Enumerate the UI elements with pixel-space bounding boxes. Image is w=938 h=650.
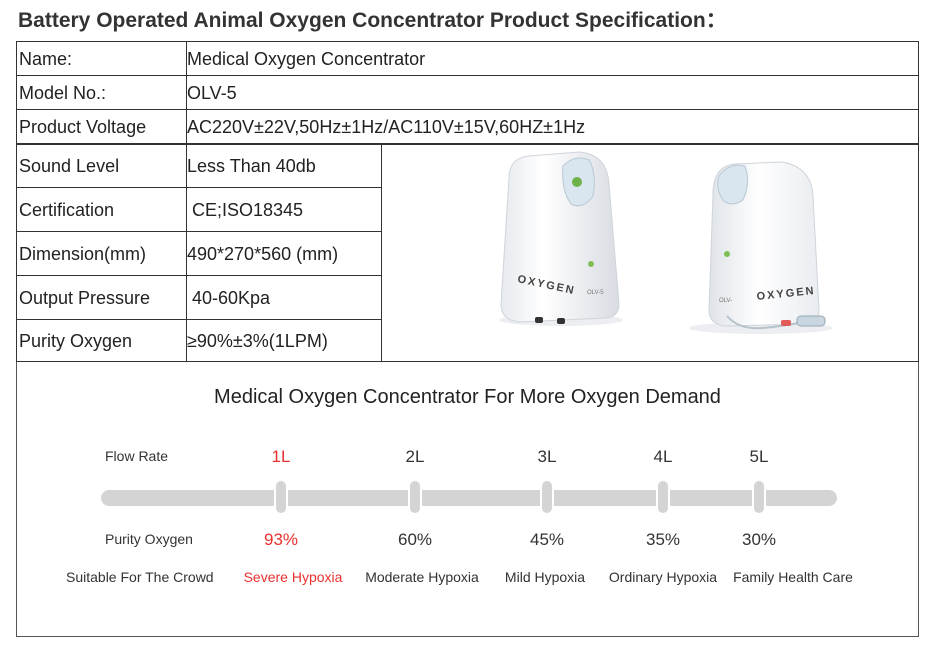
oxygen-tube bbox=[726, 315, 804, 330]
spec-label-name: Name: bbox=[19, 48, 73, 69]
flow-marker-4l bbox=[656, 479, 670, 515]
crowd-ordinary-hypoxia: Ordinary Hypoxia bbox=[608, 569, 718, 585]
spec-label-dimension: Dimension(mm) bbox=[19, 243, 147, 264]
nasal-cannula bbox=[796, 315, 826, 327]
left-unit-wheel bbox=[535, 317, 543, 323]
flow-4l: 4L bbox=[653, 447, 673, 466]
flow-rate-label: Flow Rate bbox=[105, 448, 169, 464]
spec-label-model: Model No.: bbox=[19, 82, 107, 103]
table-divider bbox=[17, 231, 381, 232]
spec-table: Name: Medical Oxygen Concentrator Model … bbox=[16, 41, 919, 362]
flow-marker-2l bbox=[408, 479, 422, 515]
spec-label-certification: Certification bbox=[19, 199, 115, 220]
purity-30: 30% bbox=[741, 530, 777, 549]
spec-value-model: OLV-5 bbox=[187, 82, 237, 103]
left-unit-logo bbox=[588, 261, 594, 267]
flow-3l: 3L bbox=[537, 447, 557, 466]
spec-value-dimension: 490*270*560 (mm) bbox=[187, 243, 339, 264]
flow-1l: 1L bbox=[271, 447, 291, 466]
spec-value-sound: Less Than 40db bbox=[187, 155, 316, 176]
table-divider bbox=[186, 42, 187, 361]
spec-value-name: Medical Oxygen Concentrator bbox=[187, 48, 426, 69]
right-unit-model: OLV- bbox=[719, 298, 732, 304]
spec-label-purity: Purity Oxygen bbox=[19, 330, 133, 351]
purity-45: 45% bbox=[529, 530, 565, 549]
crowd-moderate-hypoxia: Moderate Hypoxia bbox=[365, 569, 479, 585]
purity-oxygen-label: Purity Oxygen bbox=[105, 531, 193, 547]
demand-title: Medical Oxygen Concentrator For More Oxy… bbox=[214, 386, 721, 408]
table-divider bbox=[381, 144, 382, 361]
flow-marker-3l bbox=[540, 479, 554, 515]
left-unit-model: OLV-5 bbox=[587, 290, 604, 296]
table-divider bbox=[17, 75, 918, 76]
purity-93: 93% bbox=[263, 530, 299, 549]
left-unit-wheel bbox=[557, 318, 565, 324]
crowd-mild-hypoxia: Mild Hypoxia bbox=[504, 569, 586, 585]
spec-value-voltage: AC220V±22V,50Hz±1Hz/AC110V±15V,60HZ±1Hz bbox=[187, 116, 586, 137]
table-divider bbox=[17, 187, 381, 188]
table-divider bbox=[17, 143, 918, 145]
tube-connector bbox=[781, 320, 791, 326]
left-unit-body bbox=[500, 151, 620, 323]
spec-label-pressure: Output Pressure bbox=[19, 287, 151, 308]
oxygen-concentrator-illustration: OXYGEN OLV-5 OXYGEN OLV- bbox=[499, 151, 833, 334]
spec-label-sound: Sound Level bbox=[19, 155, 120, 176]
flow-5l: 5L bbox=[749, 447, 769, 466]
crowd-label: Suitable For The Crowd bbox=[66, 569, 214, 585]
right-unit-humidifier bbox=[717, 164, 749, 205]
table-divider bbox=[17, 319, 381, 320]
spec-value-certification: CE;ISO18345 bbox=[187, 199, 304, 220]
table-divider bbox=[17, 275, 381, 276]
flow-marker-5l bbox=[752, 479, 766, 515]
purity-35: 35% bbox=[645, 530, 681, 549]
oxygen-demand-panel: Medical Oxygen Concentrator For More Oxy… bbox=[16, 362, 919, 637]
product-photo: OXYGEN OLV-5 OXYGEN OLV- bbox=[383, 144, 919, 362]
flow-2l: 2L bbox=[405, 447, 425, 466]
purity-60: 60% bbox=[397, 530, 433, 549]
page-title: Battery Operated Animal Oxygen Concentra… bbox=[18, 9, 727, 32]
left-unit-indicator bbox=[572, 177, 582, 187]
spec-value-purity: ≥90%±3%(1LPM) bbox=[187, 330, 328, 351]
spec-value-pressure: 40-60Kpa bbox=[187, 287, 271, 308]
crowd-family-health-care: Family Health Care bbox=[733, 569, 853, 585]
flow-rate-track bbox=[101, 490, 837, 506]
right-unit-logo bbox=[724, 251, 730, 257]
spec-label-voltage: Product Voltage bbox=[19, 116, 147, 137]
crowd-severe-hypoxia: Severe Hypoxia bbox=[243, 569, 343, 585]
table-divider bbox=[17, 109, 918, 110]
flow-marker-1l bbox=[274, 479, 288, 515]
